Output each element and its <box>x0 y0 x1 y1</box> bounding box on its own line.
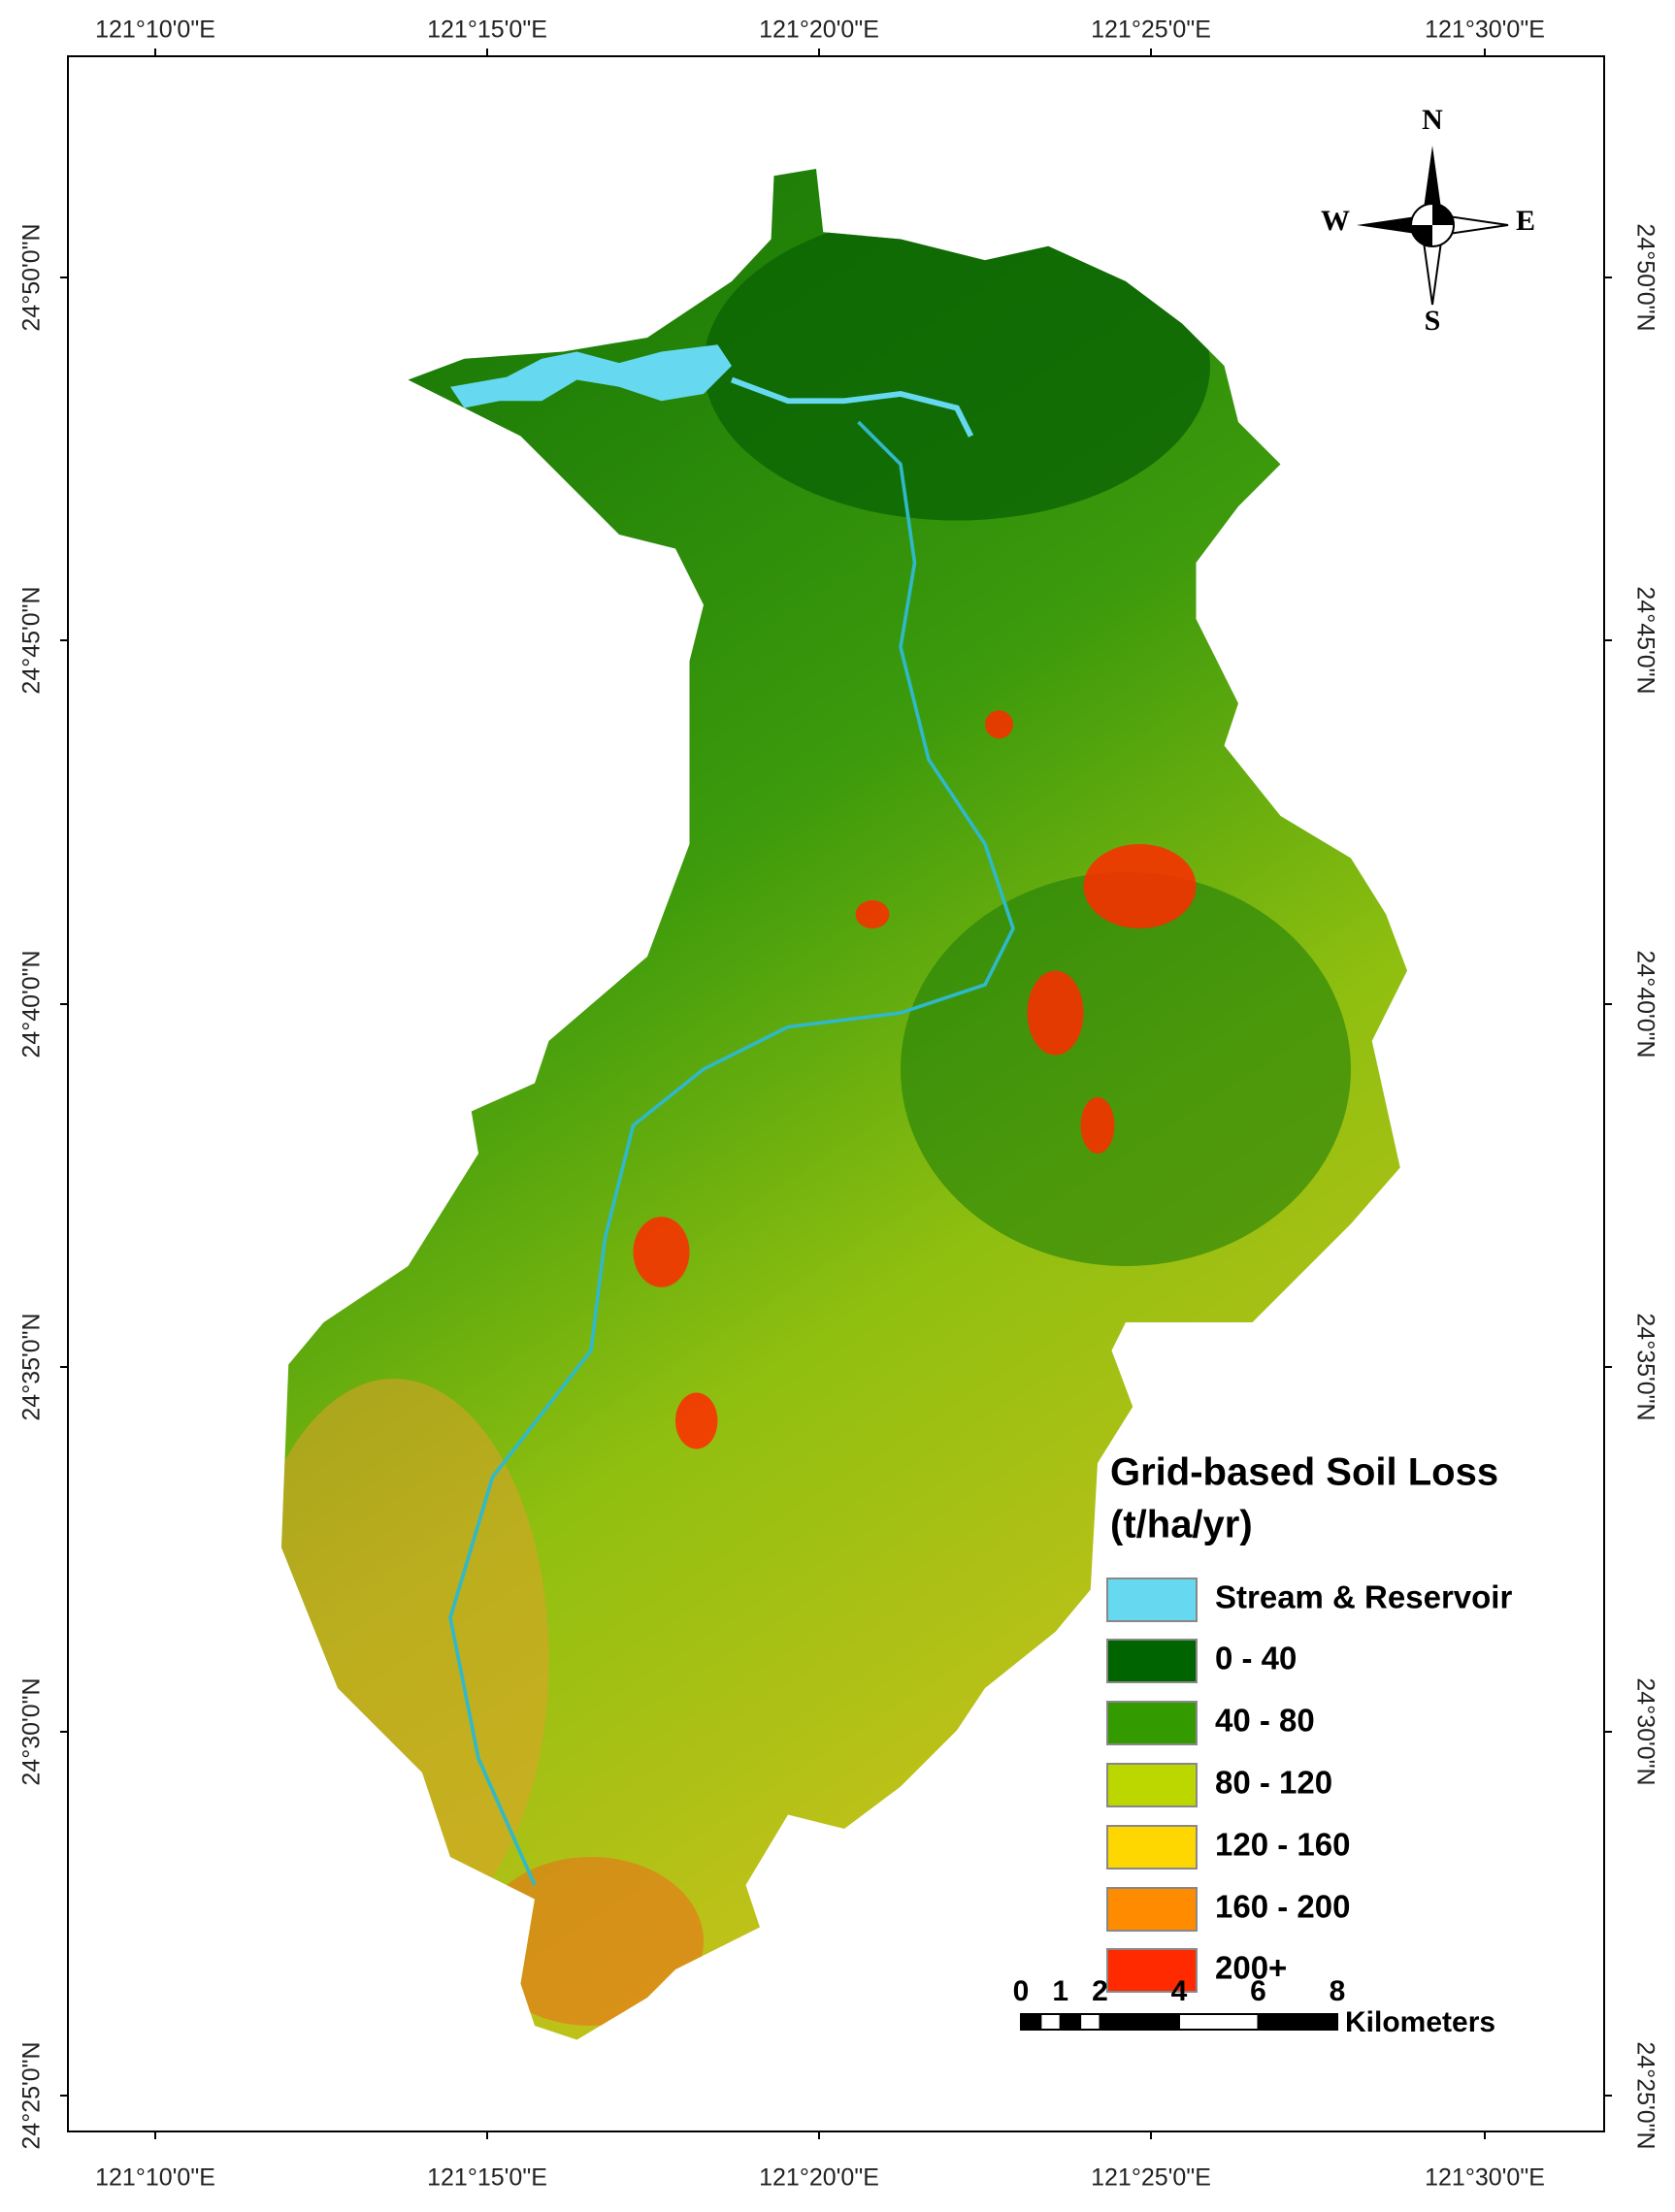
legend-label: Stream & Reservoir <box>1215 1579 1512 1615</box>
compass-s: S <box>1425 305 1441 337</box>
legend-label: 40 - 80 <box>1215 1703 1315 1739</box>
longitude-label: 121°25'0"E <box>1091 16 1211 44</box>
latitude-label: 24°35'0"N <box>1631 1313 1659 1420</box>
longitude-label: 121°10'0"E <box>95 16 215 44</box>
scale-label: 0 <box>1013 1975 1030 2007</box>
latitude-label: 24°45'0"N <box>18 586 46 694</box>
hotspot <box>1080 1097 1115 1154</box>
latitude-label: 24°35'0"N <box>18 1313 46 1420</box>
latitude-label: 24°50'0"N <box>1631 223 1659 331</box>
compass-n: N <box>1422 104 1443 136</box>
scale-segment <box>1257 2013 1338 2031</box>
scale-segment <box>1020 2013 1042 2031</box>
low-loss-zone <box>704 211 1210 521</box>
scale-segment <box>1099 2013 1180 2031</box>
legend-swatch <box>1106 1948 1198 1993</box>
latitude-label: 24°30'0"N <box>1631 1677 1659 1785</box>
scale-label: 6 <box>1250 1975 1266 2007</box>
legend-swatch <box>1106 1701 1198 1745</box>
high-loss-zone <box>478 1857 704 2026</box>
hotspot <box>1083 844 1197 929</box>
scale-segment <box>1059 2013 1082 2031</box>
compass-w: W <box>1321 205 1350 237</box>
latitude-label: 24°45'0"N <box>1631 586 1659 694</box>
legend-label: 200+ <box>1215 1950 1287 1986</box>
latitude-label: 24°50'0"N <box>18 223 46 331</box>
scale-segment <box>1039 2013 1062 2031</box>
compass <box>1357 146 1509 306</box>
compass-e: E <box>1516 205 1535 237</box>
latitude-label: 24°40'0"N <box>1631 950 1659 1057</box>
longitude-label: 121°15'0"E <box>427 16 547 44</box>
scale-label: 4 <box>1171 1975 1188 2007</box>
longitude-label: 121°20'0"E <box>759 16 879 44</box>
scale-label: 8 <box>1330 1975 1346 2007</box>
reservoir <box>450 344 732 408</box>
scale-segment <box>1178 2013 1260 2031</box>
longitude-label: 121°30'0"E <box>1425 16 1545 44</box>
scale-label: 1 <box>1052 1975 1068 2007</box>
longitude-label: 121°25'0"E <box>1091 2164 1211 2192</box>
longitude-label: 121°10'0"E <box>95 2164 215 2192</box>
legend-swatch <box>1106 1763 1198 1807</box>
longitude-label: 121°20'0"E <box>759 2164 879 2192</box>
legend-label: 160 - 200 <box>1215 1889 1350 1925</box>
latitude-label: 24°25'0"N <box>18 2041 46 2149</box>
hotspot <box>985 710 1013 739</box>
legend-swatch <box>1106 1639 1198 1683</box>
legend-swatch <box>1106 1887 1198 1932</box>
longitude-label: 121°30'0"E <box>1425 2164 1545 2192</box>
latitude-label: 24°30'0"N <box>18 1677 46 1785</box>
latitude-label: 24°40'0"N <box>18 950 46 1057</box>
hotspot <box>675 1392 718 1449</box>
longitude-label: 121°15'0"E <box>427 2164 547 2192</box>
hotspot <box>1027 970 1084 1056</box>
stream <box>730 376 974 438</box>
legend-swatch <box>1106 1825 1198 1870</box>
legend-label: 0 - 40 <box>1215 1641 1297 1676</box>
hotspot <box>855 900 890 929</box>
hotspot <box>633 1217 690 1287</box>
scale-segment <box>1079 2013 1101 2031</box>
stream <box>448 420 1015 1886</box>
scale-label: 2 <box>1092 1975 1108 2007</box>
latitude-label: 24°25'0"N <box>1631 2041 1659 2149</box>
legend-swatch <box>1106 1578 1198 1622</box>
low-loss-zone <box>901 872 1351 1266</box>
scale-unit: Kilometers <box>1345 2006 1495 2038</box>
legend-label: 120 - 160 <box>1215 1827 1350 1863</box>
legend-title: (t/ha/yr) <box>1110 1504 1253 1546</box>
legend-title: Grid-based Soil Loss <box>1110 1451 1498 1494</box>
legend-label: 80 - 120 <box>1215 1765 1332 1801</box>
